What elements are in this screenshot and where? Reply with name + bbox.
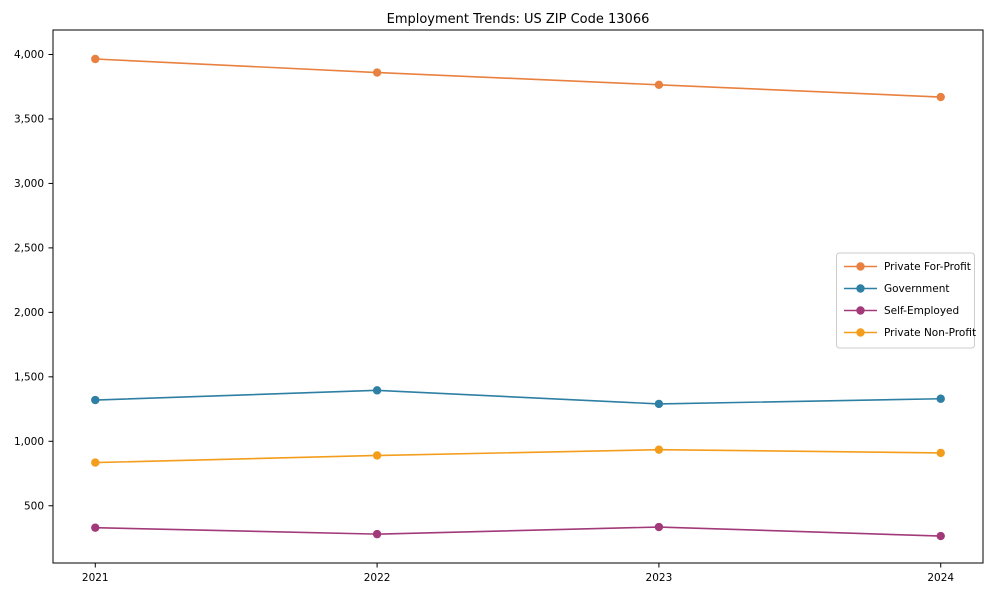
- chart-title: Employment Trends: US ZIP Code 13066: [387, 12, 650, 27]
- data-point-self-employed: [372, 529, 382, 539]
- data-point-self-employed: [936, 531, 945, 541]
- y-axis-tick-label: 3,500: [14, 114, 44, 126]
- legend-label-government: Government: [884, 283, 949, 295]
- y-axis-tick-label: 1,500: [14, 371, 44, 383]
- y-axis-tick-label: 2,000: [14, 307, 44, 319]
- legend-marker-government: [856, 284, 865, 293]
- y-axis-tick-label: 2,500: [14, 242, 44, 254]
- y-axis-tick-label: 4,000: [14, 49, 44, 61]
- data-point-self-employed: [654, 522, 664, 532]
- y-axis-tick-label: 3,000: [14, 178, 44, 190]
- series-line-self-employed: [95, 526, 941, 537]
- data-point-government: [654, 399, 664, 409]
- data-point-private-for-profit: [936, 92, 945, 102]
- legend-marker-private-for-profit: [856, 262, 865, 271]
- data-point-government: [91, 395, 100, 405]
- data-point-government: [372, 386, 382, 395]
- series-line-private-non-profit: [95, 448, 941, 464]
- y-axis-tick-label: 500: [24, 500, 44, 512]
- legend: Private For-Profit Government Self-Employe…: [836, 252, 976, 349]
- series-line-government: [95, 389, 941, 405]
- x-axis-tick-label: 2024: [927, 572, 954, 584]
- data-point-self-employed: [91, 523, 100, 532]
- data-point-private-non-profit: [654, 445, 664, 454]
- legend-box: [836, 252, 975, 349]
- data-point-private-non-profit: [936, 448, 945, 458]
- data-point-government: [936, 394, 945, 403]
- legend-marker-private-non-profit: [856, 328, 865, 337]
- data-point-private-for-profit: [654, 80, 664, 89]
- legend-label-private-non-profit: Private Non-Profit: [884, 327, 976, 339]
- x-axis-tick-label: 2021: [82, 572, 109, 584]
- data-point-private-for-profit: [91, 54, 100, 64]
- data-point-private-non-profit: [91, 458, 100, 467]
- data-point-private-non-profit: [372, 451, 382, 460]
- x-axis-tick-label: 2023: [646, 572, 673, 584]
- plot-frame: [52, 29, 984, 564]
- series-line-private-for-profit: [95, 58, 941, 98]
- legend-label-private-for-profit: Private For-Profit: [884, 261, 971, 273]
- legend-label-self-employed: Self-Employed: [884, 305, 959, 317]
- y-axis-tick-label: 1,000: [14, 436, 44, 448]
- legend-marker-self-employed: [856, 306, 865, 315]
- x-axis-tick-label: 2022: [364, 572, 391, 584]
- data-point-private-for-profit: [372, 68, 382, 77]
